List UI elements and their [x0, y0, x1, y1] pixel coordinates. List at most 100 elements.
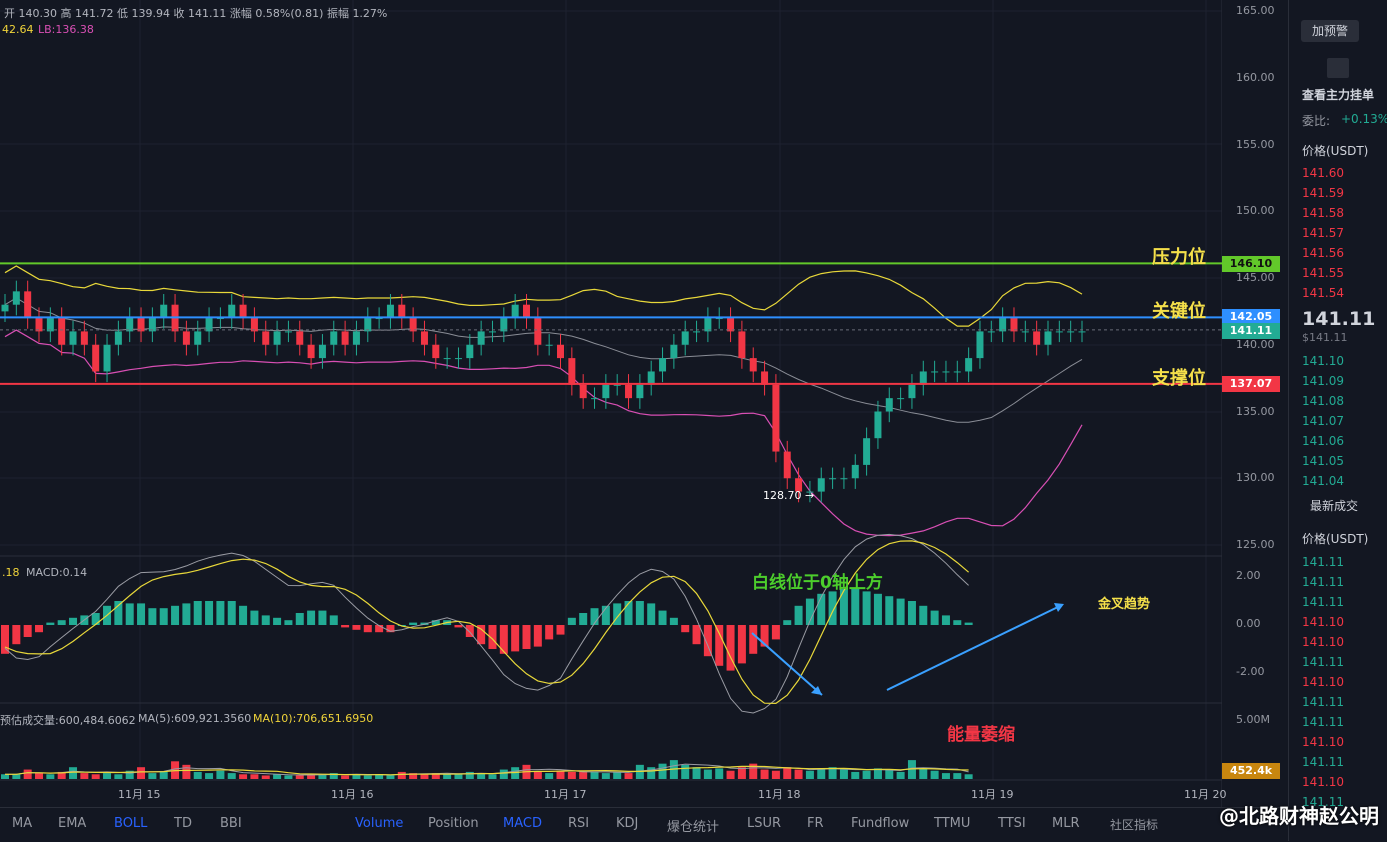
volume-bar — [431, 773, 440, 779]
candle-body — [296, 331, 304, 345]
macd-histogram-bar — [431, 620, 440, 625]
candle-body — [46, 318, 54, 332]
macd-histogram-bar — [828, 591, 837, 625]
volume-bar — [579, 771, 588, 779]
tab-ema[interactable]: EMA — [58, 816, 87, 831]
volume-bar — [590, 771, 599, 779]
tab-mlr[interactable]: MLR — [1052, 816, 1080, 831]
candle-body — [103, 344, 111, 372]
tab-community[interactable]: 社区指标 — [1110, 818, 1159, 832]
macd-histogram-bar — [964, 622, 973, 625]
tab-macd[interactable]: MACD — [503, 816, 542, 831]
macd-histogram-bar — [205, 601, 214, 625]
boll-lower-line — [4, 329, 1083, 537]
candle-body — [126, 318, 134, 332]
candle-body — [409, 318, 417, 332]
macd-histogram-bar — [499, 625, 508, 654]
tab-ttmu[interactable]: TTMU — [934, 816, 971, 831]
volume-bar — [397, 771, 406, 779]
ask-price: 141.58 — [1302, 206, 1344, 220]
candle-body — [262, 331, 270, 345]
candle-body — [659, 358, 667, 372]
candle-body — [92, 344, 100, 372]
orderbook-title[interactable]: 查看主力挂单 — [1302, 88, 1375, 102]
candle-body — [284, 331, 292, 333]
volume-bar — [692, 767, 701, 779]
macd-histogram-bar — [239, 605, 248, 625]
add-alert-button[interactable]: 加预警 — [1301, 20, 1359, 42]
volume-bar — [46, 774, 55, 779]
price-tick: 140.00 — [1236, 337, 1275, 351]
candle-body — [851, 464, 859, 479]
macd-histogram-bar — [35, 625, 44, 633]
candle-body — [670, 344, 678, 359]
macd-histogram-bar — [851, 589, 860, 625]
candle-body — [1021, 331, 1029, 333]
price-tick: 160.00 — [1236, 70, 1275, 84]
tab-td[interactable]: TD — [174, 816, 192, 831]
volume-bar — [454, 774, 463, 779]
candle-body — [1067, 331, 1075, 333]
ratio-value: +0.13% — [1341, 112, 1387, 126]
candle-body — [999, 318, 1007, 332]
volume-bar — [386, 775, 395, 779]
macd-histogram-bar — [907, 601, 916, 625]
macd-histogram-bar — [193, 601, 202, 625]
tab-position[interactable]: Position — [428, 816, 479, 831]
trade-price: 141.10 — [1302, 635, 1344, 649]
candle-body — [806, 491, 814, 493]
tab-ma[interactable]: MA — [12, 816, 33, 831]
volume-bar — [227, 773, 236, 779]
tab-kdj[interactable]: KDJ — [616, 816, 639, 831]
macd-histogram-bar — [91, 613, 100, 625]
volume-bar — [261, 775, 270, 779]
macd-histogram-bar — [1, 625, 9, 654]
volume-bar — [737, 767, 746, 779]
bid-price: 141.06 — [1302, 434, 1344, 448]
macd-tick: -2.00 — [1236, 665, 1265, 678]
tab-rsi[interactable]: RSI — [568, 816, 590, 831]
candle-body — [386, 304, 394, 319]
candle-body — [863, 438, 871, 465]
macd-histogram-bar — [669, 617, 678, 625]
candle-body — [1055, 331, 1063, 333]
mid-price: 141.11 — [1302, 308, 1376, 330]
macd-histogram-bar — [941, 615, 950, 625]
volume-bar — [159, 771, 168, 779]
tab-fr[interactable]: FR — [807, 816, 824, 831]
macd-histogram-bar — [579, 613, 588, 625]
macd-histogram-bar — [885, 596, 894, 625]
price-tick: 135.00 — [1236, 404, 1275, 418]
macd-histogram-bar — [318, 610, 327, 625]
tab-volume[interactable]: Volume — [355, 816, 404, 831]
candle-body — [454, 358, 462, 360]
candle-body — [330, 331, 338, 345]
macd-histogram-bar — [624, 601, 633, 625]
chart-canvas[interactable] — [0, 0, 1222, 807]
trade-price: 141.10 — [1302, 615, 1344, 629]
macd-histogram-bar — [114, 601, 123, 625]
candle-body — [727, 318, 735, 332]
tab-boll[interactable]: BOLL — [114, 816, 148, 831]
tab-fundflow[interactable]: Fundflow — [851, 816, 910, 831]
volume-bar — [567, 771, 576, 779]
trade-price: 141.10 — [1302, 775, 1344, 789]
tab-ttsi[interactable]: TTSI — [998, 816, 1026, 831]
macd-histogram-bar — [839, 589, 848, 625]
candle-body — [364, 318, 372, 332]
orderbook-view-icon[interactable] — [1327, 58, 1349, 78]
trades-title[interactable]: 最新成交 — [1310, 499, 1359, 513]
tab-lsur[interactable]: LSUR — [747, 816, 782, 831]
trade-price: 141.11 — [1302, 755, 1344, 769]
candle-body — [420, 331, 428, 345]
tab-liquidation[interactable]: 爆仓统计 — [667, 820, 720, 835]
macd-histogram-bar — [307, 610, 316, 625]
volume-bar — [873, 768, 882, 779]
macd-histogram-bar — [46, 622, 55, 625]
volume-bar — [613, 771, 622, 779]
tab-bbi[interactable]: BBI — [220, 816, 242, 831]
volume-bar — [307, 774, 316, 779]
candle-body — [194, 331, 202, 345]
boll-ub: 42.64 — [2, 23, 34, 36]
macd-histogram-bar — [363, 625, 372, 633]
